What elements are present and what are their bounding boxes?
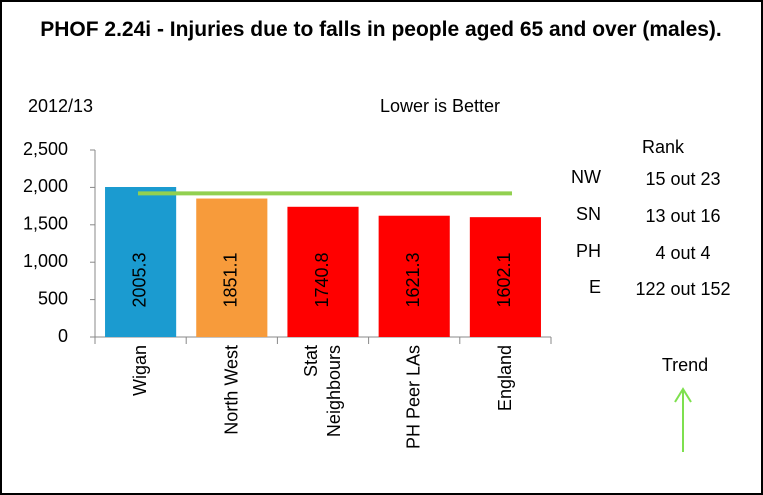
bar [105, 187, 177, 337]
y-tick-label: 0 [58, 326, 68, 346]
x-tick-label: England [494, 345, 515, 412]
rank-header: Rank [642, 137, 685, 157]
bar [196, 198, 268, 337]
y-tick-label: 2,000 [23, 176, 68, 196]
rank-code: PH [576, 241, 601, 261]
value-label: 1740.8 [312, 252, 332, 307]
bar [287, 206, 359, 337]
y-tick-label: 2,500 [23, 139, 68, 159]
chart-title: PHOF 2.24i - Injuries due to falls in pe… [40, 18, 722, 41]
value-label: 1851.1 [221, 252, 241, 307]
y-tick-label: 500 [38, 288, 68, 308]
subtitle: Lower is Better [380, 96, 500, 116]
rank-value: 13 out 16 [645, 206, 720, 226]
y-tick-label: 1,000 [23, 251, 68, 271]
x-tick-label: PH Peer LAs [403, 345, 424, 450]
value-label: 1621.3 [403, 252, 423, 307]
trend-arrow [674, 387, 692, 452]
x-tick-label: Stat Neighbours [301, 345, 344, 438]
rank-value: 15 out 23 [645, 169, 720, 189]
period: 2012/13 [28, 96, 93, 116]
value-label: 2005.3 [129, 252, 149, 307]
bar [378, 215, 450, 337]
rank-code: SN [576, 204, 601, 224]
rank-value: 122 out 152 [635, 279, 730, 299]
rank-code: E [589, 277, 601, 297]
x-tick-label: Wigan [130, 345, 151, 397]
x-tick-label: North West [221, 345, 242, 435]
value-label: 1602.1 [494, 252, 514, 307]
bar [469, 217, 541, 337]
rank-code: NW [571, 167, 601, 187]
y-tick-label: 1,500 [23, 214, 68, 234]
trend-label: Trend [662, 355, 708, 375]
rank-value: 4 out 4 [655, 243, 710, 263]
